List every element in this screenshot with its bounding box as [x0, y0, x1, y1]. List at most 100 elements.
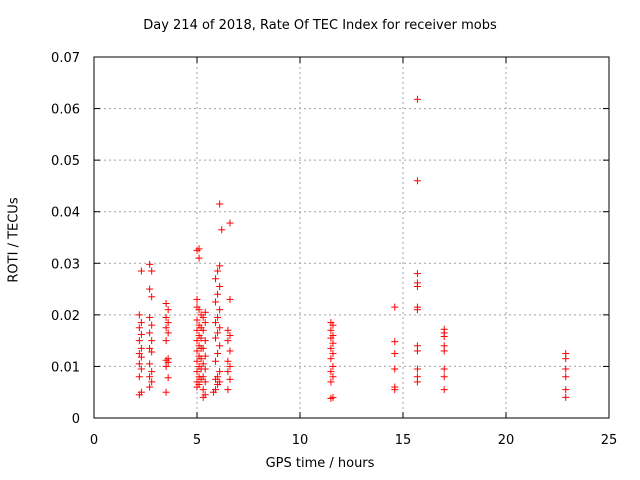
data-point — [413, 373, 421, 381]
data-point — [226, 331, 234, 339]
y-tick-label: 0.03 — [51, 257, 80, 272]
data-point — [146, 360, 154, 368]
data-point — [224, 337, 232, 345]
data-point — [226, 375, 234, 383]
data-point — [413, 270, 421, 278]
y-tick-label: 0.05 — [51, 154, 80, 169]
data-point — [135, 311, 143, 319]
data-point — [212, 386, 220, 394]
data-point — [164, 374, 172, 382]
data-point — [391, 303, 399, 311]
data-point — [162, 313, 170, 321]
data-point — [148, 348, 156, 356]
data-point — [195, 342, 203, 350]
data-point — [195, 254, 203, 262]
data-point — [201, 391, 209, 399]
data-point — [195, 352, 203, 360]
data-point — [199, 360, 207, 368]
data-point — [413, 303, 421, 311]
data-point — [193, 347, 201, 355]
data-point — [218, 226, 226, 234]
data-point — [327, 378, 335, 386]
x-tick-label: 15 — [395, 433, 412, 448]
data-point — [201, 365, 209, 373]
data-point — [413, 95, 421, 103]
x-tick-label: 25 — [601, 433, 618, 448]
data-point — [413, 177, 421, 185]
data-point — [212, 275, 220, 283]
x-tick-label: 10 — [292, 433, 309, 448]
data-point — [562, 365, 570, 373]
data-point — [214, 373, 222, 381]
x-tick-label: 0 — [90, 433, 98, 448]
data-point — [329, 350, 337, 358]
data-point — [201, 352, 209, 360]
data-point — [135, 324, 143, 332]
data-point — [413, 279, 421, 287]
data-point — [216, 378, 224, 386]
data-point — [562, 373, 570, 381]
y-tick-label: 0.06 — [51, 103, 80, 118]
data-point — [137, 319, 145, 327]
data-point — [216, 368, 224, 376]
grid-lines — [94, 57, 609, 418]
data-point — [226, 219, 234, 227]
data-point — [148, 368, 156, 376]
data-point — [135, 373, 143, 381]
data-point — [195, 331, 203, 339]
data-point — [137, 267, 145, 275]
data-point — [193, 326, 201, 334]
data-point — [195, 245, 203, 253]
data-point — [216, 282, 224, 290]
data-point — [216, 342, 224, 350]
data-point — [199, 386, 207, 394]
y-tick-label: 0.07 — [51, 51, 80, 66]
plot-frame — [93, 56, 610, 419]
data-point — [146, 383, 154, 391]
data-point — [162, 388, 170, 396]
data-point — [135, 337, 143, 345]
data-point — [201, 319, 209, 327]
data-point — [195, 321, 203, 329]
data-point — [329, 362, 337, 370]
data-point — [329, 373, 337, 381]
data-point — [329, 393, 337, 401]
x-tick-labels: 0 5 10 15 20 25 — [90, 433, 617, 448]
data-point — [146, 285, 154, 293]
y-tick-labels: 0 0.01 0.02 0.03 0.04 0.05 0.06 0.07 — [51, 51, 80, 427]
data-point — [391, 383, 399, 391]
data-point — [137, 344, 145, 352]
chart-title: Day 214 of 2018, Rate Of TEC Index for r… — [143, 18, 497, 33]
data-point — [201, 337, 209, 345]
data-point — [212, 357, 220, 365]
data-point — [146, 329, 154, 337]
data-point — [201, 378, 209, 386]
data-point — [193, 337, 201, 345]
data-point — [146, 344, 154, 352]
data-point — [224, 357, 232, 365]
data-point — [214, 290, 222, 298]
data-point — [164, 329, 172, 337]
data-point — [562, 386, 570, 394]
data-point — [216, 200, 224, 208]
data-point — [224, 368, 232, 376]
data-point — [391, 338, 399, 346]
data-point — [201, 308, 209, 316]
data-point — [212, 298, 220, 306]
data-point — [148, 337, 156, 345]
data-point — [135, 360, 143, 368]
y-axis-label: ROTI / TECUs — [6, 197, 22, 283]
data-point — [327, 344, 335, 352]
axis-ticks — [93, 56, 610, 419]
data-point — [146, 313, 154, 321]
data-point — [193, 295, 201, 303]
data-point — [193, 357, 201, 365]
data-point — [193, 303, 201, 311]
data-point — [146, 373, 154, 381]
data-point — [199, 373, 207, 381]
data-point — [440, 342, 448, 350]
data-point — [226, 362, 234, 370]
data-point — [440, 325, 448, 333]
data-point — [214, 313, 222, 321]
data-point — [148, 293, 156, 301]
